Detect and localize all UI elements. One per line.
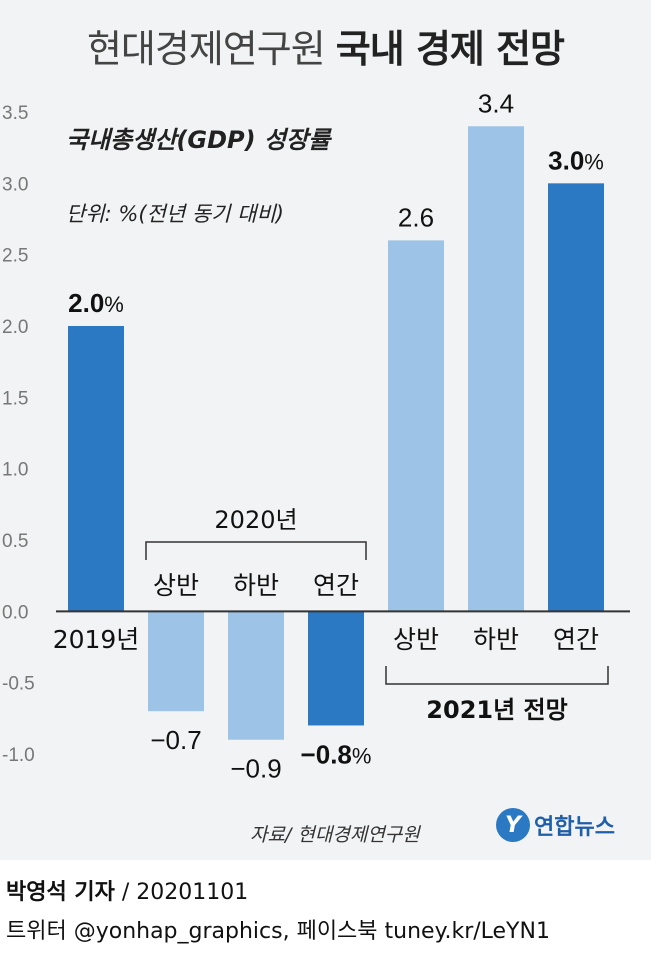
yonhap-logo-text: 연합뉴스 (534, 815, 615, 840)
bar (548, 183, 604, 612)
title-main: 국내 경제 전망 (335, 27, 565, 71)
byline: 박영석 기자 / 20201101 (6, 874, 248, 906)
bar (388, 240, 444, 612)
y-tick-label: 3.0 (2, 174, 28, 195)
value-label: 3.4 (478, 88, 514, 118)
y-tick-label: -1.0 (2, 745, 35, 766)
bracket-2020 (145, 541, 367, 560)
category-label: 연간 (553, 625, 599, 654)
social-links: 트위터 @yonhap_graphics, 페이스북 tuney.kr/LeYN… (6, 919, 550, 944)
category-label: 연간 (313, 571, 359, 600)
bar (308, 611, 364, 726)
y-tick-label: 2.0 (2, 317, 28, 338)
bracket-2021 (385, 666, 609, 685)
unit-label: 단위: %(전년 동기 대비) (66, 202, 285, 226)
yonhap-logo: Y 연합뉴스 (496, 808, 615, 842)
value-label: −0.7 (150, 725, 201, 755)
y-tick-label: 1.5 (2, 388, 28, 409)
y-tick-label: 3.5 (2, 103, 28, 124)
bar (228, 611, 284, 740)
value-label: −0.8% (301, 739, 372, 769)
source-label: 자료/ 현대경제연구원 (250, 824, 420, 846)
chart-subtitle: 국내총생산(GDP) 성장률 (66, 126, 331, 154)
y-tick-label: 0.0 (2, 602, 28, 623)
page-title: 현대경제연구원 국내 경제 전망 (0, 18, 651, 73)
category-label: 상반 (153, 571, 199, 600)
category-label: 상반 (393, 625, 439, 654)
title-source: 현대경제연구원 (86, 27, 326, 71)
bar (68, 326, 124, 612)
bar-chart: 3.5 3.0 2.5 2.0 1.5 1.0 0.5 0.0 -0.5 -1.0 2.0% −0.7… (2, 88, 630, 784)
group-label-2020: 2020년 (214, 506, 297, 534)
yonhap-logo-icon: Y (496, 808, 530, 842)
y-tick-label: 0.5 (2, 531, 28, 552)
y-tick-label: 2.5 (2, 246, 28, 267)
y-tick-label: -0.5 (2, 674, 35, 695)
category-label: 2019년 (53, 625, 140, 654)
value-label: 3.0% (548, 145, 604, 175)
category-label: 하반 (233, 571, 279, 600)
value-label: 2.6 (398, 202, 434, 232)
y-tick-label: 1.0 (2, 460, 28, 481)
category-label: 하반 (473, 625, 519, 654)
group-label-2021: 2021년 전망 (426, 696, 567, 724)
bar (468, 126, 524, 612)
byline-name: 박영석 기자 (6, 880, 115, 905)
byline-date: / 20201101 (121, 880, 249, 905)
value-label: −0.9 (230, 754, 281, 784)
bar (148, 611, 204, 712)
value-label: 2.0% (68, 288, 124, 318)
